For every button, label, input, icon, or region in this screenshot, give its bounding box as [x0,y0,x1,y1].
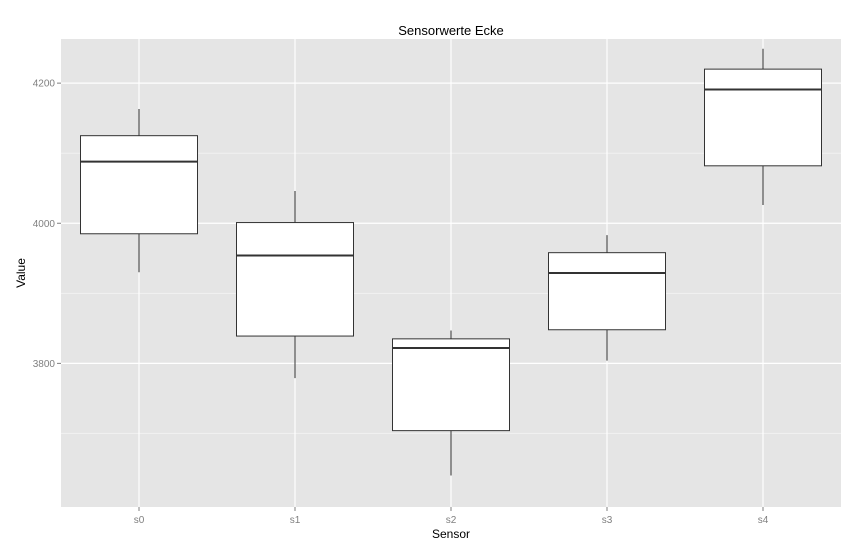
y-tick-label: 4200 [33,79,56,90]
box-s3 [548,235,666,361]
x-axis-ticks: s0 s1 s2 s3 s4 [134,507,769,526]
box-s4 [704,48,822,206]
box-iqr [548,252,666,331]
box-iqr [80,135,198,235]
box-s2 [392,330,510,476]
box-s1 [236,191,354,379]
x-tick-label: s4 [758,515,769,526]
x-tick-label: s0 [134,515,145,526]
x-tick-label: s3 [602,515,613,526]
y-tick-label: 4000 [33,219,56,230]
box-iqr [236,222,354,337]
box-s0 [80,109,198,273]
chart-title: Sensorwerte Ecke [398,23,504,38]
y-axis-ticks: 3800 4000 4200 [33,79,61,370]
box-iqr [704,68,822,167]
x-tick-label: s2 [446,515,457,526]
box-iqr [392,338,510,432]
box-series [80,48,822,476]
x-axis-title: Sensor [432,527,470,541]
x-tick-label: s1 [290,515,301,526]
y-axis-title: Value [14,258,28,288]
y-tick-label: 3800 [33,359,56,370]
